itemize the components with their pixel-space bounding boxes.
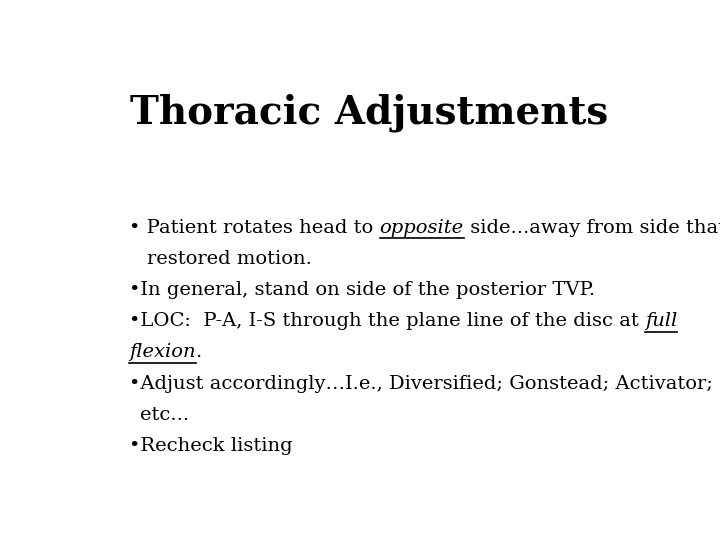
Text: restored motion.: restored motion.: [147, 250, 312, 268]
Text: •In general, stand on side of the posterior TVP.: •In general, stand on side of the poster…: [129, 281, 595, 299]
Text: .: .: [196, 343, 202, 361]
Text: etc...: etc...: [140, 406, 189, 424]
Text: Thoracic Adjustments: Thoracic Adjustments: [130, 94, 608, 132]
Text: •Recheck listing: •Recheck listing: [129, 437, 293, 455]
Text: •LOC:  P-A, I-S through the plane line of the disc at: •LOC: P-A, I-S through the plane line of…: [129, 312, 645, 330]
Text: flexion: flexion: [129, 343, 196, 361]
Text: full: full: [645, 312, 678, 330]
Text: opposite: opposite: [379, 219, 464, 237]
Text: • Patient rotates head to: • Patient rotates head to: [129, 219, 379, 237]
Text: •Adjust accordingly…I.e., Diversified; Gonstead; Activator;: •Adjust accordingly…I.e., Diversified; G…: [129, 375, 713, 393]
Text: side...away from side that: side...away from side that: [464, 219, 720, 237]
